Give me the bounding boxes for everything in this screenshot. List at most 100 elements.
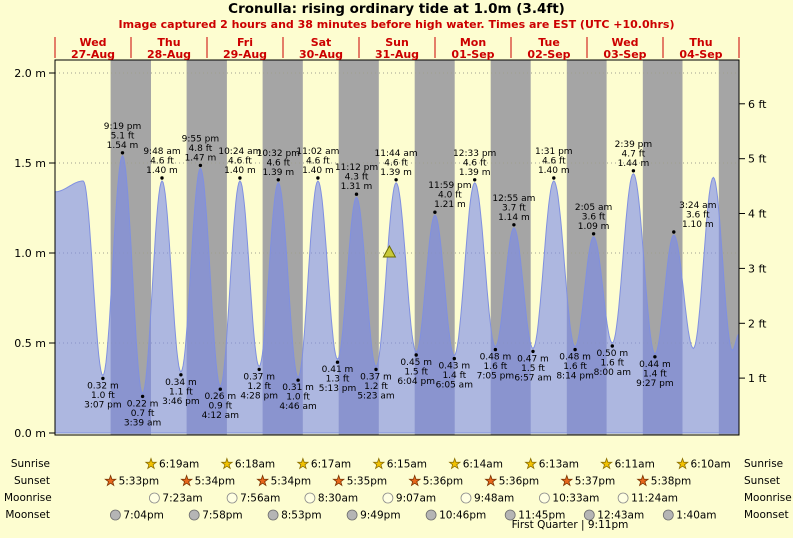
tide-high-label: 4.6 ft (306, 157, 330, 167)
day-label-dow: Sun (385, 36, 409, 49)
day-label-date: 01-Sep (451, 48, 494, 61)
tide-extreme-dot (101, 376, 105, 381)
right-axis-label: 4 ft (748, 208, 767, 221)
sunrise-time: 6:17am (311, 459, 351, 471)
tide-high-label: 1.10 m (682, 220, 714, 230)
tide-low-label: 1.2 ft (364, 382, 388, 392)
tide-low-label: 0.37 m (243, 372, 275, 382)
tide-high-label: 1.39 m (380, 168, 412, 178)
tide-high-label: 11:44 am (375, 149, 418, 159)
tide-extreme-dot (238, 176, 242, 180)
plot-border (54, 59, 740, 436)
tide-high-label: 1.21 m (434, 200, 466, 210)
tide-low-label: 0.47 m (517, 354, 549, 364)
tide-high-label: 3:24 am (679, 201, 716, 211)
sunset-time: 5:36pm (499, 476, 539, 488)
sunset-star-icon (256, 474, 270, 487)
tide-low-label: 0.43 m (438, 362, 470, 372)
tide-curve (54, 154, 740, 434)
tide-low-label: 1.6 ft (563, 362, 587, 372)
tide-extreme-dot (374, 367, 378, 372)
sunset-row-label-left: Sunset (13, 475, 50, 487)
sunrise-time: 6:13am (539, 459, 579, 471)
right-axis-label: 3 ft (748, 262, 767, 275)
tide-low-label: 6:57 am (514, 373, 551, 383)
sunset-star-icon (332, 474, 346, 487)
tide-high-label: 4.6 ft (150, 157, 174, 167)
day-label-date: 31-Aug (375, 48, 419, 61)
tide-low-label: 3:39 am (124, 418, 161, 428)
tide-high-label: 3.6 ft (686, 211, 710, 221)
day-label-dow: Mon (460, 36, 486, 49)
capture-note: Image captured 2 hours and 38 minutes be… (118, 18, 675, 31)
sunrise-row-label-left: Sunrise (10, 458, 50, 470)
tide-extreme-dot (257, 367, 261, 372)
moonset-time: 8:53pm (281, 510, 321, 522)
day-label-dow: Fri (237, 36, 253, 49)
tide-high-label: 1.39 m (262, 168, 294, 178)
tide-low-label: 8:14 pm (556, 372, 594, 382)
tide-high-label: 4.0 ft (438, 191, 462, 201)
day-label-dow: Thu (689, 36, 712, 49)
sunset-star-icon (636, 474, 650, 487)
sunset-time: 5:34pm (195, 476, 235, 488)
tide-extreme-dot (672, 230, 676, 234)
sunset-time: 5:35pm (347, 476, 387, 488)
moonset-time: 7:58pm (202, 510, 242, 522)
tide-low-label: 0.37 m (360, 372, 392, 382)
tide-low-label: 0.48 m (559, 353, 591, 363)
tide-extreme-dot (531, 349, 535, 354)
tide-low-label: 1.5 ft (404, 368, 428, 378)
tide-high-label: 4.3 ft (345, 173, 369, 183)
tide-high-label: 1.14 m (498, 213, 530, 223)
day-label-date: 02-Sep (527, 48, 570, 61)
tide-high-label: 1.09 m (578, 222, 610, 232)
sunset-time: 5:36pm (423, 476, 463, 488)
sunset-star-icon (408, 474, 422, 487)
day-label-dow: Wed (611, 36, 638, 49)
moonrise-circle-icon (304, 492, 316, 504)
tide-low-label: 6:05 am (436, 381, 473, 391)
sunrise-star-icon (372, 457, 386, 470)
tide-extreme-dot (414, 353, 418, 357)
sunrise-star-icon (220, 457, 234, 470)
sunset-star-icon (180, 474, 194, 487)
tide-extreme-dot (160, 176, 164, 180)
sunset-star-icon (560, 474, 574, 487)
moonset-row-label-right: Moonset (744, 509, 789, 521)
tide-extreme-dot (120, 151, 125, 155)
moonrise-circle-icon (226, 492, 238, 504)
tide-extreme-dot (433, 210, 437, 214)
tide-high-label: 1.31 m (341, 182, 373, 192)
moonset-time: 12:43am (597, 510, 644, 522)
tide-low-label: 0.31 m (282, 383, 314, 393)
right-axis-label: 5 ft (748, 153, 767, 166)
tide-high-label: 4.6 ft (384, 158, 408, 168)
moonset-circle-icon (110, 509, 121, 521)
tide-high-label: 1.44 m (618, 159, 650, 169)
sunrise-time: 6:10am (691, 459, 731, 471)
current-tide-marker (382, 244, 397, 258)
tide-high-label: 1.39 m (459, 168, 491, 178)
day-label-date: 03-Sep (603, 48, 646, 61)
tide-extreme-dot (512, 223, 516, 227)
sunrise-star-icon (144, 457, 158, 470)
tide-extreme-dot (552, 176, 556, 180)
moonset-time: 11:45pm (518, 510, 565, 522)
moonrise-circle-icon (148, 492, 160, 504)
moonset-circle-icon (188, 509, 200, 521)
moonrise-circle-icon (539, 492, 550, 504)
left-axis-label: 2.0 m (14, 67, 46, 80)
tide-high-label: 5.1 ft (111, 131, 135, 141)
tide-high-label: 10:32 pm (257, 149, 300, 159)
tide-high-label: 12:33 pm (453, 149, 496, 159)
tide-extreme-dot (631, 169, 636, 173)
tide-high-label: 11:02 am (296, 147, 339, 157)
tide-high-label: 3.6 ft (582, 212, 606, 222)
tide-low-label: 1.4 ft (442, 371, 466, 381)
tide-high-label: 2:05 am (575, 203, 612, 213)
day-label-date: 30-Aug (299, 48, 343, 61)
tide-low-label: 4:46 am (279, 402, 316, 412)
sunset-row-label-right: Sunset (744, 475, 781, 487)
